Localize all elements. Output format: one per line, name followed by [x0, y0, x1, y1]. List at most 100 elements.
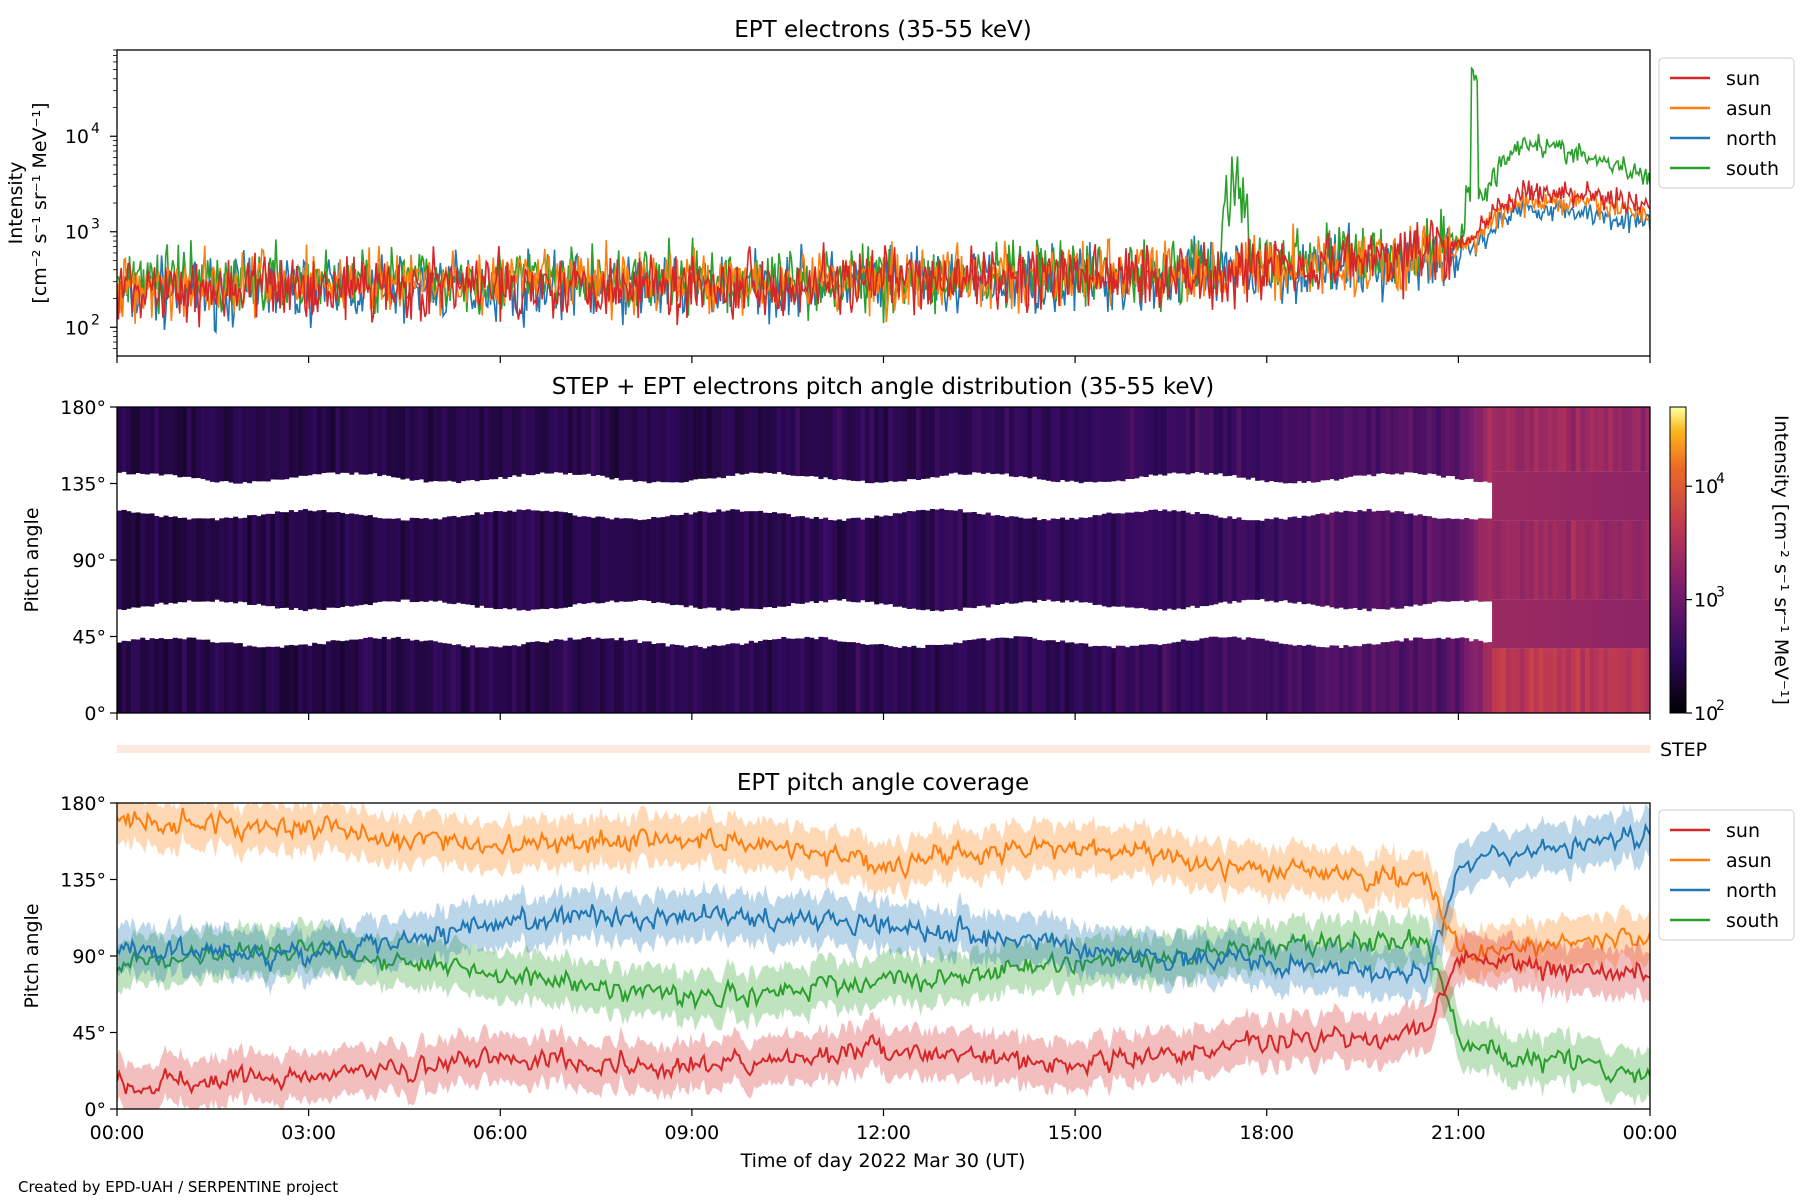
heatmap-cell — [850, 642, 857, 713]
heatmap-cell — [154, 407, 160, 474]
heatmap-cell — [1487, 407, 1493, 483]
heatmap-cell — [1180, 407, 1186, 474]
heatmap-cell — [442, 517, 448, 603]
heatmap-cell — [1496, 599, 1502, 649]
heatmap-cell — [386, 407, 392, 476]
heatmap-cell — [1069, 642, 1075, 713]
heatmap-cell — [1324, 514, 1330, 606]
heatmap-cell — [400, 639, 406, 713]
heatmap-cell — [1473, 407, 1479, 482]
heatmap-cell — [1394, 407, 1400, 474]
heatmap-cell — [1636, 599, 1642, 649]
heatmap-cell — [535, 641, 541, 713]
heatmap-cell — [1250, 407, 1256, 478]
heatmap-cell — [860, 644, 866, 713]
heatmap-cell — [1519, 471, 1525, 521]
heatmap-cell — [1004, 637, 1010, 713]
heatmap-cell — [1445, 637, 1451, 713]
x-tick-label: 03:00 — [281, 1122, 336, 1144]
heatmap-cell — [1524, 407, 1530, 472]
heatmap-cell — [744, 511, 750, 609]
heatmap-cell — [544, 642, 550, 713]
heatmap-cell — [878, 644, 884, 713]
heatmap-cell — [1222, 407, 1228, 477]
heatmap-cell — [1492, 471, 1498, 521]
heatmap-cell — [846, 642, 852, 713]
heatmap-cell — [428, 407, 434, 482]
heatmap-cell — [247, 407, 253, 484]
heatmap-cell — [651, 407, 657, 483]
heatmap-cell — [1501, 648, 1507, 713]
heatmap-cell — [1087, 407, 1093, 482]
heatmap-cell — [191, 637, 197, 713]
heatmap-cell — [1185, 640, 1191, 713]
heatmap-cell — [437, 642, 443, 713]
heatmap-cell — [1594, 648, 1600, 713]
heatmap-cell — [195, 407, 202, 478]
heatmap-cell — [423, 518, 429, 602]
heatmap-cell — [1083, 517, 1089, 603]
heatmap-cell — [1440, 639, 1446, 713]
heatmap-cell — [1255, 638, 1261, 713]
heatmap-cell — [1515, 520, 1521, 600]
heatmap-cell — [1348, 646, 1354, 713]
heatmap-cell — [1561, 471, 1567, 521]
heatmap-cell — [1589, 471, 1595, 521]
heatmap-cell — [228, 642, 234, 713]
heatmap-cell — [744, 407, 750, 474]
heatmap-cell — [1589, 599, 1595, 649]
heatmap-cell — [1194, 512, 1200, 608]
heatmap-cell — [163, 407, 169, 475]
heatmap-cell — [1515, 599, 1521, 649]
heatmap-cell — [432, 518, 438, 602]
heatmap-cell — [372, 638, 378, 713]
colorbar-tick-exponent: 3 — [1716, 585, 1725, 601]
heatmap-cell — [916, 647, 922, 713]
heatmap-cell — [1162, 644, 1168, 713]
heatmap-cell — [149, 407, 155, 474]
heatmap-cell — [1636, 471, 1642, 521]
heatmap-cell — [753, 511, 759, 609]
heatmap-cell — [1283, 519, 1289, 601]
heatmap-cell — [270, 513, 276, 607]
heatmap-cell — [1510, 471, 1516, 521]
heatmap-cell — [251, 646, 257, 713]
heatmap-cell — [1492, 648, 1498, 713]
heatmap-cell — [423, 640, 429, 713]
heatmap-cell — [618, 637, 624, 713]
heatmap-cell — [237, 643, 243, 713]
heatmap-cell — [349, 513, 355, 607]
heatmap-cell — [614, 407, 620, 478]
heatmap-cell — [1547, 520, 1553, 600]
heatmap-cell — [674, 407, 680, 483]
heatmap-cell — [1176, 641, 1182, 713]
heatmap-cell — [1208, 407, 1214, 473]
heatmap-cell — [758, 510, 764, 610]
heatmap-cell — [1571, 648, 1577, 713]
y-tick-label: 10 — [65, 222, 89, 244]
heatmap-cell — [1598, 471, 1604, 521]
heatmap-cell — [1162, 509, 1168, 611]
heatmap-cell — [1626, 407, 1632, 472]
heatmap-cell — [1403, 514, 1409, 606]
heatmap-cell — [344, 514, 350, 606]
heatmap-cell — [284, 407, 290, 480]
heatmap-cell — [1097, 646, 1103, 713]
heatmap-cell — [1018, 517, 1024, 603]
heatmap-cell — [999, 407, 1005, 475]
heatmap-cell — [581, 407, 587, 475]
heatmap-cell — [1617, 407, 1623, 472]
intensity-series-group — [117, 66, 1650, 335]
heatmap-cell — [312, 642, 318, 713]
heatmap-cell — [1199, 513, 1205, 607]
heatmap-cell — [1343, 510, 1349, 610]
heatmap-cell — [1505, 520, 1512, 600]
heatmap-cell — [809, 518, 815, 602]
heatmap-cell — [307, 510, 313, 610]
x-axis-label: Time of day 2022 Mar 30 (UT) — [740, 1150, 1026, 1172]
heatmap-cell — [423, 407, 429, 483]
heatmap-cell — [451, 407, 457, 482]
heatmap-cell — [1352, 512, 1358, 608]
heatmap-cell — [776, 638, 782, 713]
